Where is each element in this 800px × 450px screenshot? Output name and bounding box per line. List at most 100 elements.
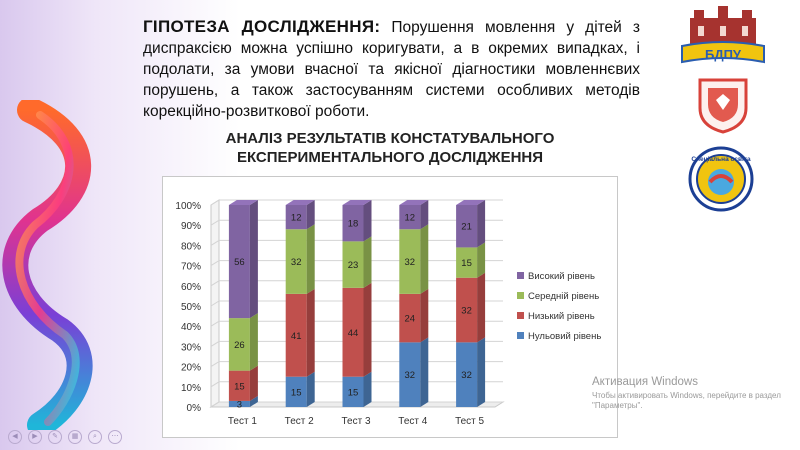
y-tick-label: 20% [181,363,201,374]
stacked-bar-chart: 0% 10% 20% 30% 40% 50% 60% 70% 80% 90% 100% 3 15 26 56… [175,199,601,427]
data-label: 26 [234,340,245,351]
data-label: 15 [348,387,359,398]
bar-segment [399,229,421,294]
x-tick-label: Тест 2 [285,416,314,427]
bar-segment-side [477,272,486,343]
special-education-logo: Спеціальна освіта [688,146,754,212]
bar-segment [342,287,364,377]
bar-segment [342,241,364,288]
y-tick-label: 80% [181,241,201,252]
bar-top-face [342,200,372,205]
bar-segment-side [363,236,372,288]
bar-segment [228,205,250,319]
data-label: 21 [461,222,472,233]
bar-segment [456,205,478,248]
legend-swatch [517,332,524,339]
bar-segment-side [249,313,258,371]
data-label: 32 [461,306,472,317]
bar-segment-side [420,337,429,407]
y-tick-label: 30% [181,342,201,353]
bar-top-face [228,200,258,205]
decorative-ribbon [2,100,93,430]
hypothesis-text-block: ГІПОТЕЗА ДОСЛІДЖЕННЯ: Порушення мовлення… [143,16,640,122]
bar-segment [456,277,478,343]
y-tick-label: 60% [181,282,201,293]
bar-segment [285,376,307,407]
bar-segment-side [306,200,315,230]
bar-segment [399,293,421,343]
x-tick-label: Тест 4 [398,416,427,427]
bar-segment-side [306,224,315,294]
hypothesis-body: Порушення мовлення у дітей з диспраксією… [143,19,640,120]
legend-label: Високий рівень [528,271,595,282]
bar-segment-side [477,200,486,248]
data-label: 56 [234,257,245,268]
bar-segment [456,342,478,407]
bar-segment [228,318,250,371]
watermark-subtitle: Чтобы активировать Windows, перейдите в … [592,391,781,410]
legend-label: Середній рівень [528,291,599,302]
department-shield-logo [698,78,748,134]
legend-swatch [517,312,524,319]
bar-segment [285,229,307,294]
slideshow-controls: ◀ ▶ ✎ ▦ ⌕ ⋯ [8,430,122,444]
chart-title-line2: ЕКСПЕРИМЕНТАЛЬНОГО ДОСЛІДЖЕННЯ [236,149,544,166]
bar-top-face [285,200,315,205]
data-label: 44 [348,328,359,339]
bar-segment-side [477,337,486,407]
data-label: 32 [405,257,416,268]
legend-swatch [517,272,524,279]
bar-segment-side [420,288,429,343]
data-label: 32 [461,370,472,381]
bar-segment [399,205,421,230]
legend-label: Нульовий рівень [528,331,601,342]
special-education-logo-text: Спеціальна освіта [691,155,751,163]
bar-segment [285,293,307,377]
next-slide-icon[interactable]: ▶ [28,430,42,444]
data-label: 12 [291,213,302,224]
zoom-icon[interactable]: ⌕ [88,430,102,444]
hypothesis-title: ГІПОТЕЗА ДОСЛІДЖЕННЯ: [143,17,381,36]
y-tick-label: 0% [187,403,202,414]
bar-segment [456,247,478,278]
university-logo-text: БДПУ [705,47,742,62]
bar-top-face [456,200,486,205]
bar-segment [342,205,364,242]
x-tick-label: Тест 1 [228,416,257,427]
bar-segment-side [249,365,258,401]
windows-activation-watermark: Активация Windows Чтобы активировать Win… [592,376,792,411]
bar-segment-side [363,282,372,377]
data-label: 12 [405,213,416,224]
bar-segment [342,376,364,407]
prev-slide-icon[interactable]: ◀ [8,430,22,444]
data-label: 41 [291,331,302,342]
data-label: 32 [291,257,302,268]
watermark-title: Активация Windows [592,376,698,388]
university-logo: БДПУ [681,6,765,64]
y-tick-label: 100% [175,201,201,212]
data-label: 3 [237,399,242,410]
y-tick-label: 50% [181,302,201,313]
pen-icon[interactable]: ✎ [48,430,62,444]
x-tick-label: Тест 5 [455,416,484,427]
slides-icon[interactable]: ▦ [68,430,82,444]
x-tick-label: Тест 3 [341,416,370,427]
data-label: 15 [461,258,472,269]
data-label: 15 [291,387,302,398]
data-label: 15 [234,381,245,392]
data-label: 32 [405,370,416,381]
bar-top-face [399,200,429,205]
legend-swatch [517,292,524,299]
bar-segment [285,205,307,230]
y-tick-label: 10% [181,383,201,394]
more-options-icon[interactable]: ⋯ [108,430,122,444]
data-label: 23 [348,260,359,271]
bar-segment-side [363,371,372,407]
bar-segment-side [306,288,315,377]
chart-frame: 0% 10% 20% 30% 40% 50% 60% 70% 80% 90% 100% 3 15 26 56… [162,176,618,438]
bar-segment-side [477,242,486,278]
data-label: 18 [348,219,359,230]
bar-segment-side [420,224,429,294]
y-tick-label: 40% [181,322,201,333]
bar-segment-side [249,395,258,407]
